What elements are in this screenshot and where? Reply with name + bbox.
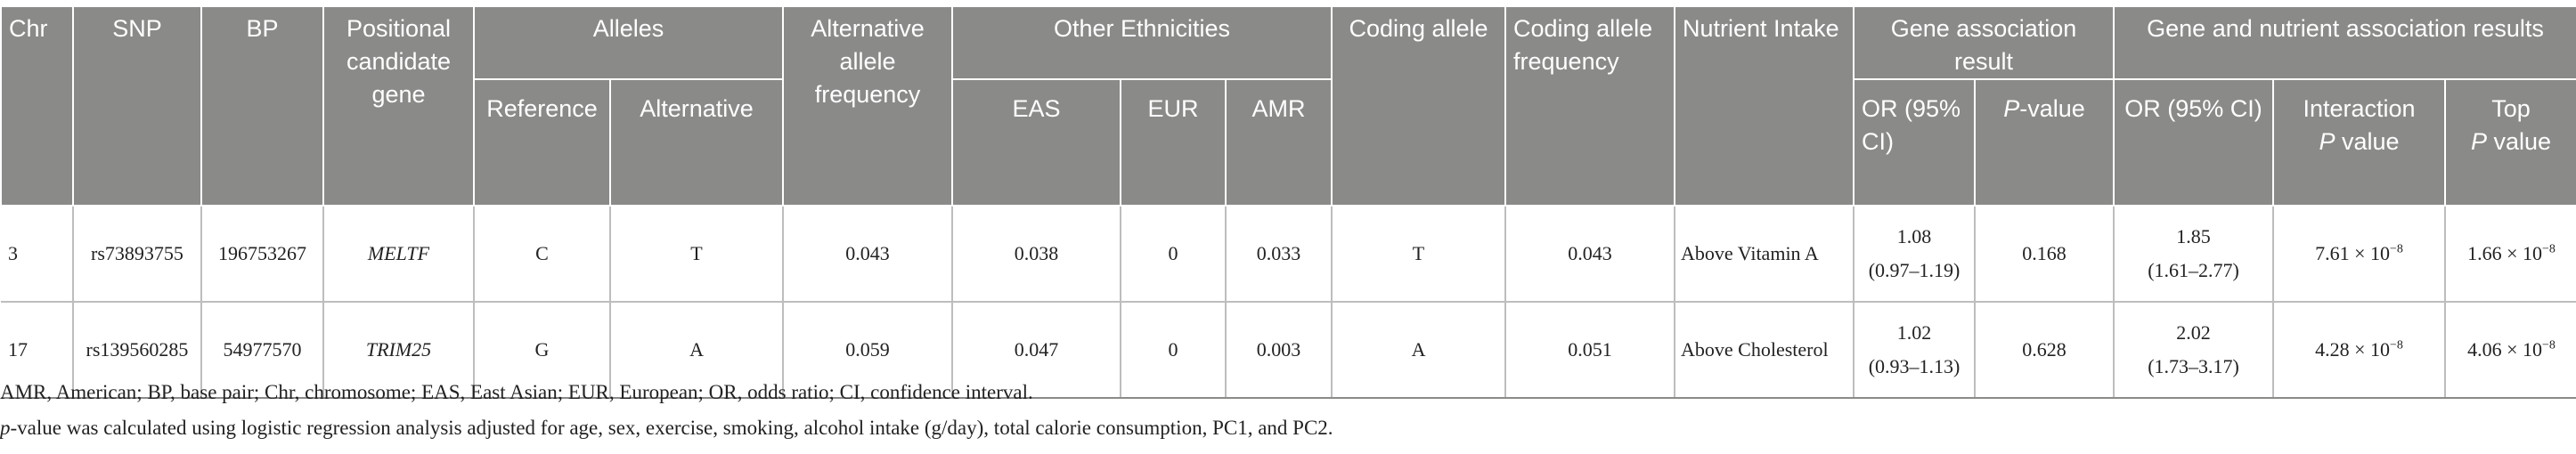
p-value-suffix: -value xyxy=(2019,95,2085,122)
header-gene-nutrient-association-results: Gene and nutrient association results xyxy=(2113,5,2576,80)
interaction-label: Interaction xyxy=(2303,95,2416,122)
cell-snp: rs73893755 xyxy=(73,206,202,303)
cell-p-interaction: 4.28 × 10−8 xyxy=(2273,302,2447,399)
footnote-abbreviations: AMR, American; BP, base pair; Chr, chrom… xyxy=(0,381,1033,403)
cell-alt-freq: 0.059 xyxy=(783,302,954,399)
cell-or-interaction: 2.02 (1.73–3.17) xyxy=(2114,302,2275,399)
p-mantissa: 7.61 × 10 xyxy=(2315,242,2391,264)
p-exponent: −8 xyxy=(2542,242,2556,256)
cell-p-interaction: 7.61 × 10−8 xyxy=(2273,206,2447,303)
cell-p-top: 4.06 × 10−8 xyxy=(2445,302,2576,399)
interaction-p-suffix: value xyxy=(2335,128,2400,155)
cell-coding-freq: 0.043 xyxy=(1505,206,1676,303)
or-value: 1.02 xyxy=(1896,321,1932,344)
header-coding-allele-frequency: Coding allele frequency xyxy=(1504,5,1676,207)
table-header: Chr SNP BP Positional candidate gene All… xyxy=(0,5,2576,207)
header-positional-candidate-gene: Positional candidate gene xyxy=(322,5,475,207)
cell-or-gene: 1.02 (0.93–1.13) xyxy=(1854,302,1977,399)
top-p-symbol: P xyxy=(2470,128,2487,155)
cell-bp: 54977570 xyxy=(201,302,324,399)
table-row: 17 rs139560285 54977570 TRIM25 G A 0.059… xyxy=(1,302,2576,399)
ci-value: (0.97–1.19) xyxy=(1868,259,1961,281)
p-exponent: −8 xyxy=(2390,242,2403,256)
p-mantissa: 1.66 × 10 xyxy=(2467,242,2543,264)
header-bp: BP xyxy=(200,5,324,207)
p-mantissa: 4.28 × 10 xyxy=(2315,338,2391,361)
ci-value: (1.73–3.17) xyxy=(2148,355,2239,377)
or-value: 2.02 xyxy=(2176,321,2211,344)
header-coding-allele: Coding allele xyxy=(1331,5,1507,207)
table-row: 3 rs73893755 196753267 MELTF C T 0.043 0… xyxy=(1,206,2576,303)
cell-gene: MELTF xyxy=(323,206,475,303)
results-table: Chr SNP BP Positional candidate gene All… xyxy=(0,5,2576,399)
header-reference: Reference xyxy=(473,78,611,207)
cell-coding-allele: T xyxy=(1332,206,1507,303)
header-chr: Chr xyxy=(0,5,74,207)
header-eur: EUR xyxy=(1120,78,1227,207)
header-gene-association-result: Gene association result xyxy=(1853,5,2115,80)
cell-eur: 0 xyxy=(1121,302,1227,399)
cell-eas: 0.047 xyxy=(952,302,1122,399)
header-alleles: Alleles xyxy=(472,5,785,80)
header-other-ethnicities: Other Ethnicities xyxy=(951,5,1333,80)
cell-alternative: A xyxy=(610,302,785,399)
header-amr: AMR xyxy=(1225,78,1333,207)
cell-snp: rs139560285 xyxy=(73,302,202,399)
header-alternative-allele-frequency: Alternative allele frequency xyxy=(782,5,954,207)
cell-or-gene: 1.08 (0.97–1.19) xyxy=(1854,206,1977,303)
footnote-p-symbol: p xyxy=(0,417,11,439)
cell-reference: C xyxy=(474,206,611,303)
cell-amr: 0.003 xyxy=(1226,302,1333,399)
cell-chr: 3 xyxy=(1,206,74,303)
cell-p-gene: 0.628 xyxy=(1975,302,2115,399)
ci-value: (0.93–1.13) xyxy=(1868,355,1961,377)
p-exponent: −8 xyxy=(2542,338,2556,353)
cell-bp: 196753267 xyxy=(201,206,324,303)
top-p-suffix: value xyxy=(2487,128,2552,155)
top-label: Top xyxy=(2491,95,2531,122)
header-nutrient-intake: Nutrient Intake xyxy=(1674,5,1855,207)
cell-alternative: T xyxy=(610,206,785,303)
cell-alt-freq: 0.043 xyxy=(783,206,954,303)
or-value: 1.85 xyxy=(2176,225,2211,247)
p-exponent: −8 xyxy=(2390,338,2403,353)
cell-nutrient: Above Vitamin A xyxy=(1675,206,1855,303)
cell-p-top: 1.66 × 10−8 xyxy=(2445,206,2576,303)
header-or-95ci-gene: OR (95% CI) xyxy=(1853,78,1977,207)
cell-reference: G xyxy=(474,302,611,399)
header-alternative: Alternative xyxy=(608,78,785,207)
table-body: 3 rs73893755 196753267 MELTF C T 0.043 0… xyxy=(1,206,2576,399)
cell-gene: TRIM25 xyxy=(323,302,475,399)
footnote-p-value: p-value was calculated using logistic re… xyxy=(0,417,1333,440)
ci-value: (1.61–2.77) xyxy=(2148,259,2239,281)
header-interaction-p-value: Interaction P value xyxy=(2272,78,2447,207)
cell-eur: 0 xyxy=(1121,206,1227,303)
header-p-value: P-value xyxy=(1974,78,2115,207)
header-snp: SNP xyxy=(72,5,202,207)
gene-name: MELTF xyxy=(367,242,430,264)
or-value: 1.08 xyxy=(1896,225,1932,247)
footnote-p-text: -value was calculated using logistic reg… xyxy=(10,417,1333,439)
cell-p-gene: 0.168 xyxy=(1975,206,2115,303)
cell-eas: 0.038 xyxy=(952,206,1122,303)
p-symbol: P xyxy=(2003,95,2020,122)
interaction-p-symbol: P xyxy=(2319,128,2336,155)
cell-chr: 17 xyxy=(1,302,74,399)
cell-coding-allele: A xyxy=(1332,302,1507,399)
cell-coding-freq: 0.051 xyxy=(1505,302,1676,399)
gene-name: TRIM25 xyxy=(365,338,432,361)
header-or-95ci-interaction: OR (95% CI) xyxy=(2113,78,2275,207)
cell-nutrient: Above Cholesterol xyxy=(1675,302,1855,399)
header-top-p-value: Top P value xyxy=(2444,78,2576,207)
header-eas: EAS xyxy=(951,78,1122,207)
cell-or-interaction: 1.85 (1.61–2.77) xyxy=(2114,206,2275,303)
p-mantissa: 4.06 × 10 xyxy=(2467,338,2543,361)
cell-amr: 0.033 xyxy=(1226,206,1333,303)
